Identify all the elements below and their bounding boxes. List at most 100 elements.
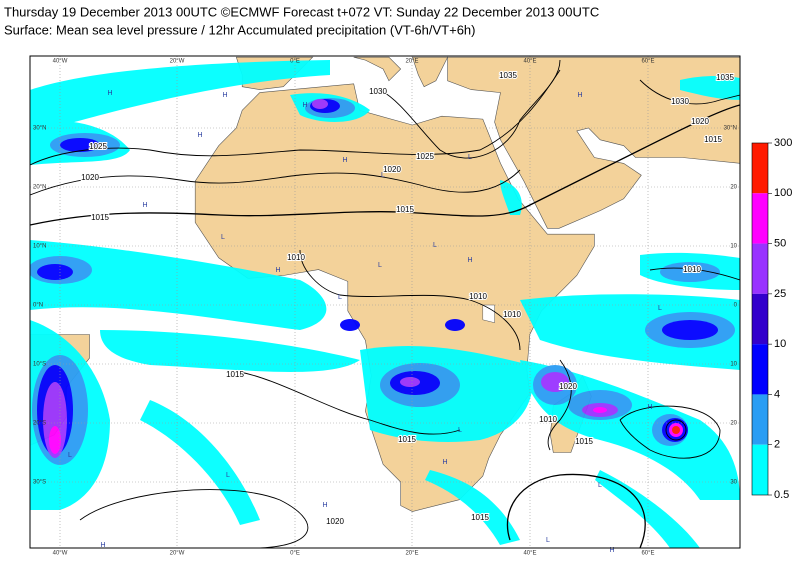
isobar-label: 1010 — [539, 415, 557, 424]
pressure-center: H — [609, 547, 614, 554]
isobar-label: 1035 — [499, 71, 517, 80]
colorbar-swatch — [752, 344, 768, 395]
colorbar-swatch — [752, 243, 768, 294]
colorbar-label: 50 — [774, 237, 786, 249]
isobar-label: 1020 — [326, 517, 344, 526]
isobar-label: 1015 — [704, 135, 722, 144]
pressure-center: L — [68, 452, 72, 459]
pressure-center: L — [221, 234, 225, 241]
lat-label: 0°N — [33, 303, 43, 309]
colorbar-swatch — [752, 293, 768, 345]
isobar-label: 1025 — [89, 142, 107, 151]
lat-label: 10°S — [33, 362, 46, 368]
lon-label: 20°W — [170, 551, 185, 557]
isobar-label: 1020 — [691, 117, 709, 126]
lon-label: 0°E — [290, 551, 300, 557]
colorbar: 300 100 50 25 10 4 2 0.5 — [751, 137, 792, 501]
map-frame — [29, 55, 741, 549]
colorbar-frame — [751, 142, 769, 496]
isobar-label: 1035 — [716, 73, 734, 82]
pressure-center: H — [275, 267, 280, 274]
isobar-label: 1020 — [383, 165, 401, 174]
pressure-center: L — [433, 242, 437, 249]
lat-label: 20°S — [33, 421, 46, 427]
pressure-center: H — [197, 132, 202, 139]
lat-label: 10 — [730, 244, 737, 250]
isobar-label: 1010 — [469, 292, 487, 301]
colorbar-swatch — [752, 444, 768, 495]
pressure-center: L — [378, 262, 382, 269]
lat-label: 10°N — [33, 244, 46, 250]
pressure-center: H — [467, 257, 472, 264]
colorbar-label: 25 — [774, 288, 786, 300]
header-line: Thursday 19 December 2013 00UTC ©ECMWF F… — [4, 4, 599, 19]
pressure-center: H — [342, 157, 347, 164]
pressure-center: L — [546, 537, 550, 544]
lon-label: 20°E — [405, 551, 418, 557]
landmass — [353, 56, 402, 82]
lat-label: 20 — [730, 185, 737, 191]
colorbar-label: 4 — [774, 388, 780, 400]
lat-label: 0 — [734, 303, 738, 309]
lon-label: 20°W — [170, 59, 185, 65]
header-line: Surface: Mean sea level pressure / 12hr … — [4, 22, 476, 37]
colorbar-label: 300 — [774, 137, 792, 149]
isobar-label: 1030 — [369, 87, 387, 96]
lat-label: 10 — [730, 362, 737, 368]
pressure-center: L — [598, 482, 602, 489]
map-labels: 40°W 40°W 20°W 20°W 0°E 0°E 20°E 20°E 40°E 40°E 60… — [33, 59, 738, 557]
isobar-label: 1015 — [575, 437, 593, 446]
colorbar-label: 10 — [774, 338, 786, 350]
lat-label: 30°S — [33, 480, 46, 486]
isobar-label: 1015 — [226, 370, 244, 379]
pressure-center: H — [100, 542, 105, 549]
lon-label: 60°E — [641, 551, 654, 557]
isobar-label: 1025 — [416, 152, 434, 161]
pressure-center: H — [322, 502, 327, 509]
lon-label: 20°E — [405, 59, 418, 65]
pressure-center: H — [107, 90, 112, 97]
lat-label: 20°N — [33, 185, 46, 191]
pressure-center: H — [302, 102, 307, 109]
isobar-label: 1015 — [471, 513, 489, 522]
colorbar-swatch — [752, 394, 768, 445]
pressure-center: L — [338, 294, 342, 301]
colorbar-swatch — [752, 193, 768, 244]
lon-label: 60°E — [641, 59, 654, 65]
isobar-label: 1015 — [398, 435, 416, 444]
pressure-center: L — [458, 427, 462, 434]
lon-label: 0°E — [290, 59, 300, 65]
lon-label: 40°W — [53, 59, 68, 65]
isobar-label: 1010 — [287, 253, 305, 262]
pressure-center: H — [222, 92, 227, 99]
pressure-center: H — [647, 404, 652, 411]
colorbar-swatch — [752, 143, 768, 194]
lat-label: 30 — [730, 480, 737, 486]
landmass — [447, 56, 740, 229]
lat-label: 30°N — [33, 126, 46, 132]
isobar-label: 1015 — [91, 213, 109, 222]
isobar-label: 1020 — [559, 382, 577, 391]
lon-label: 40°E — [523, 551, 536, 557]
landmass — [411, 56, 449, 88]
colorbar-label: 0.5 — [774, 489, 789, 501]
precipitation — [30, 60, 740, 548]
pressure-center: L — [658, 305, 662, 312]
isobars — [30, 59, 740, 548]
colorbar-label: 100 — [774, 187, 792, 199]
pressure-center: H — [142, 202, 147, 209]
lat-label: 30°N — [724, 126, 737, 132]
isobar-label: 1030 — [671, 97, 689, 106]
lon-label: 40°W — [53, 551, 68, 557]
isobar-label: 1015 — [396, 205, 414, 214]
pressure-center: L — [468, 154, 472, 161]
colorbar-label: 2 — [774, 439, 780, 451]
pressure-center: H — [442, 459, 447, 466]
isobar-label: 1010 — [683, 265, 701, 274]
lon-label: 40°E — [523, 59, 536, 65]
isobar-label: 1010 — [503, 310, 521, 319]
pressure-center: L — [381, 172, 385, 179]
lat-label: 20 — [730, 421, 737, 427]
pressure-center: H — [577, 92, 582, 99]
